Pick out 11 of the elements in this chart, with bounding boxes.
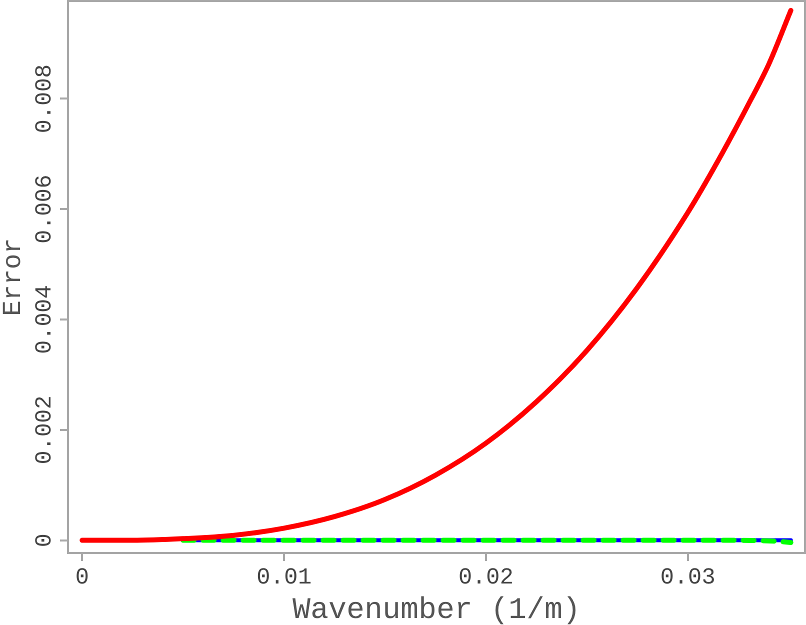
x-tick-label: 0.02 xyxy=(458,564,514,591)
y-tick-label: 0 xyxy=(32,533,58,548)
y-tick-label: 0.006 xyxy=(32,174,58,244)
y-axis-title: Error xyxy=(0,238,28,316)
x-tick-label: 0.01 xyxy=(256,564,312,591)
x-tick-label: 0.03 xyxy=(660,564,716,591)
y-tick-label: 0.002 xyxy=(32,395,58,464)
y-tick-label: 0.008 xyxy=(32,64,58,134)
x-tick-label: 0 xyxy=(75,564,90,591)
x-axis-title: Wavenumber (1/m) xyxy=(292,594,581,625)
y-tick-label: 0.004 xyxy=(32,284,58,354)
